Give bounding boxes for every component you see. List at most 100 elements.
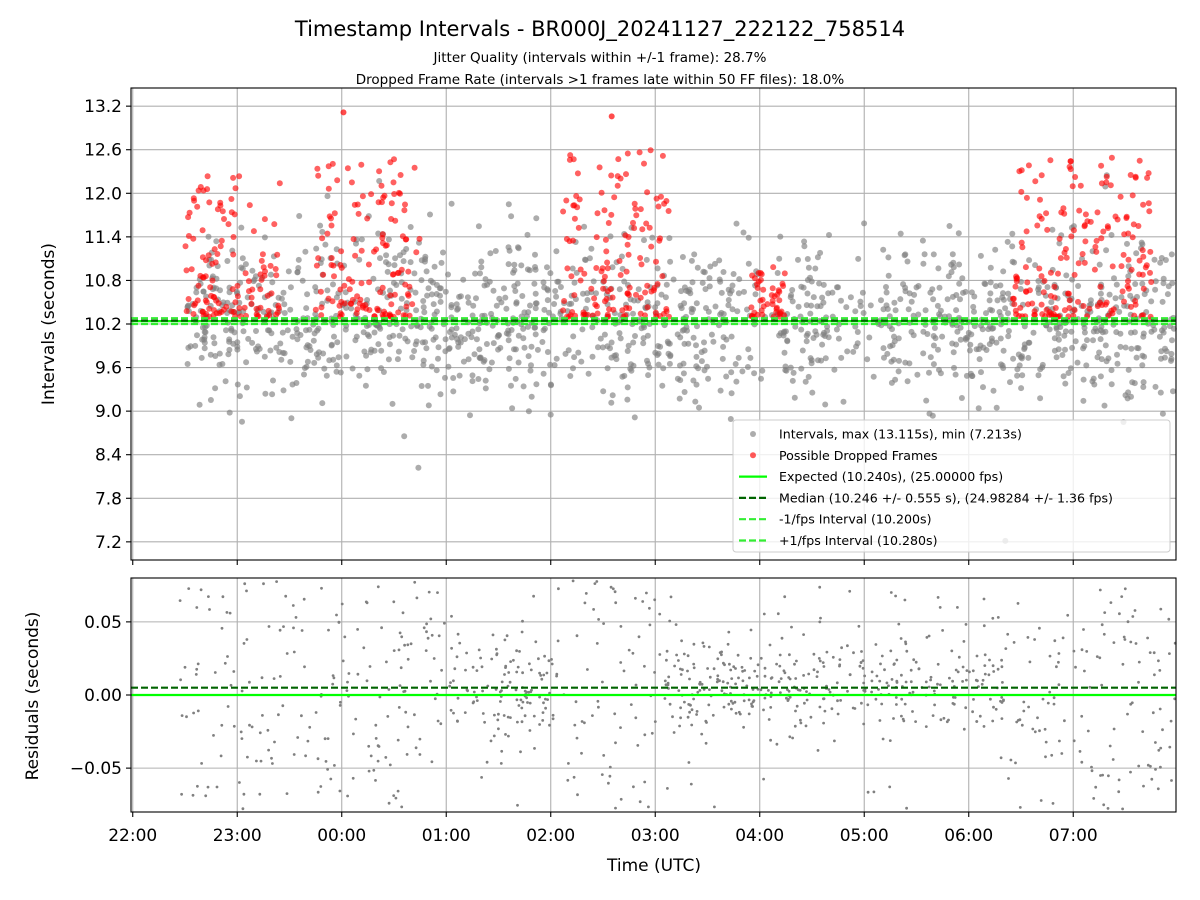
- residual-point: [763, 666, 767, 670]
- dropped-frame-point: [568, 273, 575, 280]
- interval-point: [335, 354, 342, 361]
- interval-point: [333, 362, 340, 369]
- residual-point: [836, 712, 840, 716]
- residual-point: [740, 665, 744, 669]
- residual-point: [1027, 705, 1030, 709]
- residual-point: [888, 785, 892, 789]
- legend-dropped-frames-label: Possible Dropped Frames: [779, 448, 938, 463]
- interval-point: [641, 237, 647, 244]
- residual-point: [678, 724, 681, 728]
- dropped-frame-point: [328, 255, 335, 261]
- residual-point: [951, 679, 954, 683]
- residual-point: [1141, 730, 1145, 733]
- residual-point: [799, 721, 803, 725]
- residual-point: [413, 580, 417, 584]
- interval-point: [1000, 296, 1007, 303]
- residual-point: [692, 662, 696, 666]
- residual-point: [262, 582, 265, 586]
- interval-point: [301, 371, 307, 378]
- residual-point: [680, 639, 683, 643]
- dropped-frame-point: [368, 191, 375, 198]
- residual-point: [643, 780, 647, 784]
- residual-point: [1158, 707, 1162, 711]
- interval-point: [239, 255, 246, 262]
- interval-point: [399, 326, 406, 333]
- dropped-frame-point: [217, 199, 224, 206]
- interval-point: [745, 346, 752, 353]
- dropped-frame-point: [1139, 247, 1146, 254]
- residual-point: [734, 667, 737, 670]
- dropped-frame-point: [183, 267, 190, 274]
- residual-point: [518, 650, 521, 653]
- interval-point: [930, 296, 937, 303]
- interval-point: [397, 252, 403, 259]
- residual-point: [1090, 769, 1094, 773]
- dropped-frame-point: [1060, 205, 1067, 212]
- interval-point: [477, 355, 484, 362]
- interval-point: [787, 364, 794, 371]
- residual-point: [456, 632, 460, 636]
- interval-point: [1083, 362, 1090, 369]
- residual-point: [1058, 739, 1061, 743]
- residual-point: [586, 668, 589, 671]
- interval-point: [895, 368, 902, 375]
- residual-point: [658, 653, 662, 656]
- residual-point: [534, 640, 538, 644]
- residual-point: [887, 684, 890, 688]
- interval-point: [487, 250, 494, 257]
- interval-point: [790, 369, 797, 376]
- residual-point: [1117, 790, 1121, 794]
- interval-point: [679, 254, 686, 260]
- interval-point: [532, 290, 539, 297]
- interval-point: [1067, 365, 1074, 372]
- dropped-frame-point: [1029, 300, 1036, 307]
- interval-point: [949, 293, 956, 300]
- residual-point: [965, 669, 969, 672]
- interval-point: [1122, 392, 1129, 399]
- residual-point: [687, 761, 691, 764]
- dropped-frame-point: [631, 200, 638, 207]
- dropped-frame-point: [199, 227, 206, 234]
- dropped-frame-point: [566, 238, 573, 245]
- interval-point: [609, 264, 616, 271]
- residual-point: [196, 709, 200, 713]
- dropped-frame-point: [248, 294, 255, 301]
- residual-point: [220, 626, 224, 630]
- dropped-frame-point: [185, 296, 192, 302]
- residual-point: [700, 732, 704, 736]
- residual-point: [1130, 701, 1134, 705]
- residual-point: [974, 678, 978, 682]
- residual-point: [245, 638, 249, 641]
- dropped-frame-point: [599, 265, 606, 272]
- dropped-frame-point: [659, 152, 666, 159]
- x-tick-label: 03:00: [631, 826, 680, 846]
- interval-point: [624, 384, 631, 391]
- residual-point: [333, 764, 336, 767]
- interval-point: [820, 299, 827, 306]
- interval-point: [1048, 299, 1055, 306]
- residual-point: [362, 646, 366, 650]
- residual-point: [1000, 658, 1003, 662]
- residual-point: [861, 659, 865, 662]
- dropped-frame-point: [271, 221, 278, 228]
- residual-point: [779, 677, 783, 680]
- residual-point: [497, 712, 500, 716]
- residual-point: [962, 640, 966, 643]
- interval-point: [789, 377, 796, 384]
- residual-point: [799, 718, 802, 722]
- dropped-frame-point: [1079, 251, 1086, 257]
- interval-point: [1156, 333, 1163, 340]
- interval-point: [279, 329, 286, 336]
- interval-point: [617, 335, 624, 342]
- dropped-frame-point: [656, 237, 663, 244]
- interval-point: [719, 355, 726, 362]
- dropped-frame-point: [379, 240, 386, 246]
- interval-point: [822, 401, 829, 408]
- residual-point: [544, 697, 547, 701]
- dropped-frame-point: [344, 165, 351, 172]
- residual-point: [219, 754, 223, 758]
- residual-point: [372, 768, 376, 772]
- residual-point: [1111, 758, 1115, 761]
- interval-point: [1168, 251, 1175, 258]
